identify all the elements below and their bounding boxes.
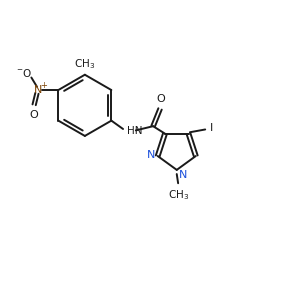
Text: O: O xyxy=(156,94,165,104)
Text: N: N xyxy=(147,150,155,160)
Text: CH$_3$: CH$_3$ xyxy=(167,188,189,202)
Text: I: I xyxy=(209,123,213,133)
Text: N: N xyxy=(34,85,42,95)
Text: +: + xyxy=(40,81,47,90)
Text: CH$_3$: CH$_3$ xyxy=(74,57,96,70)
Text: $^{-}$O: $^{-}$O xyxy=(15,67,32,78)
Text: O: O xyxy=(30,110,38,119)
Text: HN: HN xyxy=(127,126,142,136)
Text: N: N xyxy=(179,170,187,180)
